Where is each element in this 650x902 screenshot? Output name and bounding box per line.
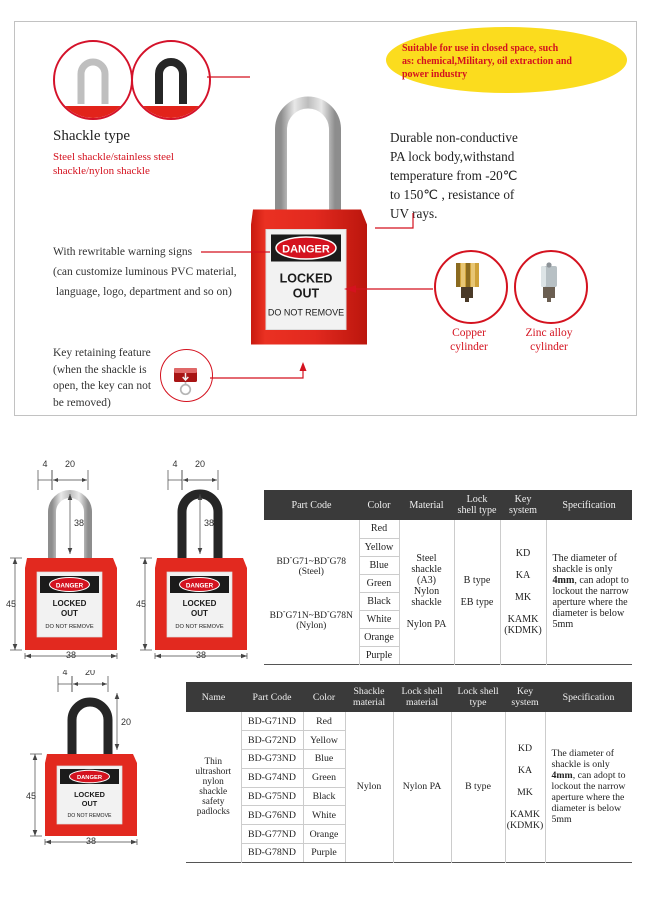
svg-text:4: 4 [62, 670, 67, 677]
svg-text:20: 20 [65, 459, 75, 469]
svg-text:DANGER: DANGER [56, 583, 84, 590]
svg-text:DANGER: DANGER [186, 583, 214, 590]
svg-text:38: 38 [86, 836, 96, 846]
svg-text:OUT: OUT [61, 609, 78, 618]
svg-text:OUT: OUT [82, 799, 98, 808]
svg-text:45: 45 [26, 791, 36, 801]
svg-text:38: 38 [74, 518, 84, 528]
svg-text:DO NOT REMOVE: DO NOT REMOVE [268, 308, 344, 318]
svg-text:20: 20 [85, 670, 95, 677]
svg-text:45: 45 [136, 599, 146, 609]
svg-text:LOCKED: LOCKED [53, 599, 87, 608]
svg-text:DO NOT REMOVE: DO NOT REMOVE [175, 624, 223, 630]
svg-text:DO NOT REMOVE: DO NOT REMOVE [67, 813, 112, 819]
svg-text:4: 4 [172, 459, 177, 469]
svg-text:OUT: OUT [191, 609, 208, 618]
svg-text:38: 38 [204, 518, 214, 528]
svg-text:4: 4 [42, 459, 47, 469]
svg-text:DO NOT REMOVE: DO NOT REMOVE [45, 624, 93, 630]
svg-text:DANGER: DANGER [77, 775, 103, 781]
svg-text:20: 20 [121, 717, 131, 727]
svg-text:20: 20 [195, 459, 205, 469]
svg-text:45: 45 [6, 599, 16, 609]
svg-text:LOCKED: LOCKED [74, 790, 105, 799]
svg-text:38: 38 [196, 650, 206, 660]
svg-text:LOCKED: LOCKED [183, 599, 217, 608]
svg-text:38: 38 [66, 650, 76, 660]
